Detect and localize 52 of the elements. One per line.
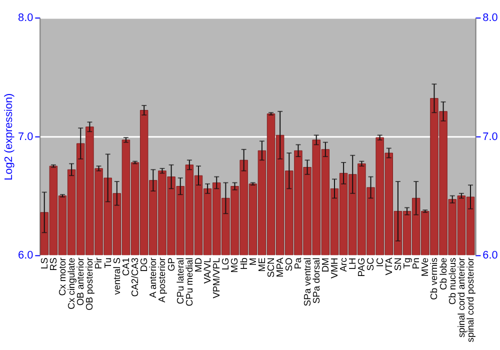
x-tick-label: DM xyxy=(319,257,330,272)
x-tick-label: CPu lateral xyxy=(174,258,186,304)
x-tick-label: LG xyxy=(220,258,231,270)
x-tick-label: Pa xyxy=(292,256,304,270)
x-tick-label: A posterior xyxy=(156,258,168,303)
x-tick-label: ventral S xyxy=(110,258,122,295)
x-tick-label: IC xyxy=(374,257,385,268)
x-tick-label: Cb vermis xyxy=(428,257,440,300)
x-tick-label: VPM/VPL xyxy=(210,258,222,298)
x-tick-label: A anterior xyxy=(147,258,158,298)
x-tick-label: PAG xyxy=(356,258,367,277)
x-tick-label: SO xyxy=(283,258,294,272)
x-tick-label: CA2/CA3 xyxy=(129,258,140,297)
x-tick-label: Cx motor xyxy=(56,258,68,296)
y-axis-title: Log2 (expression) xyxy=(3,93,16,180)
x-tick-label: VA/VL xyxy=(202,258,213,284)
x-tick-label: MVe xyxy=(419,258,430,276)
x-tick-label: SC xyxy=(364,257,376,271)
x-tick-label: MG xyxy=(228,258,240,273)
x-tick-label: spinal cord anterior xyxy=(455,258,466,338)
x-tick-label: SPa ventral xyxy=(301,258,312,306)
x-tick-label: Cb nucleus xyxy=(446,257,458,305)
x-tick-label: VTA xyxy=(382,256,394,276)
y-tick-label: 8.0 xyxy=(18,12,34,24)
x-tick-label: CA1 xyxy=(120,258,131,276)
x-tick-label: MD xyxy=(192,257,204,272)
x-tick-label: RS xyxy=(47,258,58,271)
x-tick-label: DG xyxy=(138,258,150,272)
x-tick-label: LS xyxy=(38,258,50,270)
y2-tick-label: 7.0 xyxy=(482,130,498,143)
x-tick-label: Cx cingulate xyxy=(66,258,77,310)
y2-tick-label: 8.0 xyxy=(482,12,498,24)
y-tick-label: 6.0 xyxy=(18,250,34,262)
x-tick-label: LH xyxy=(346,257,358,270)
x-tick-label: Tu xyxy=(102,258,113,268)
x-tick-label: MPA xyxy=(274,256,286,278)
y-tick-label: 7.0 xyxy=(18,130,34,143)
x-tick-label: M xyxy=(246,257,258,266)
x-tick-label: Hb xyxy=(238,258,249,270)
y2-tick-label: 6.0 xyxy=(482,250,498,262)
x-tick-label: SN xyxy=(392,257,403,271)
x-tick-label: Arc xyxy=(338,257,349,272)
x-tick-label: SCN xyxy=(264,257,276,278)
x-tick-label: Tg xyxy=(400,258,412,269)
x-tick-label: SPa dorsal xyxy=(310,258,322,304)
x-tick-label: GP xyxy=(165,258,176,272)
x-tick-label: CPu medial xyxy=(183,258,194,306)
x-tick-label: VMH xyxy=(328,257,340,279)
x-tick-label: Cb lobe xyxy=(437,258,448,290)
x-tick-label: OB posterior xyxy=(84,258,95,310)
x-tick-label: ME xyxy=(256,258,267,272)
x-tick-label: Pir xyxy=(92,258,104,270)
